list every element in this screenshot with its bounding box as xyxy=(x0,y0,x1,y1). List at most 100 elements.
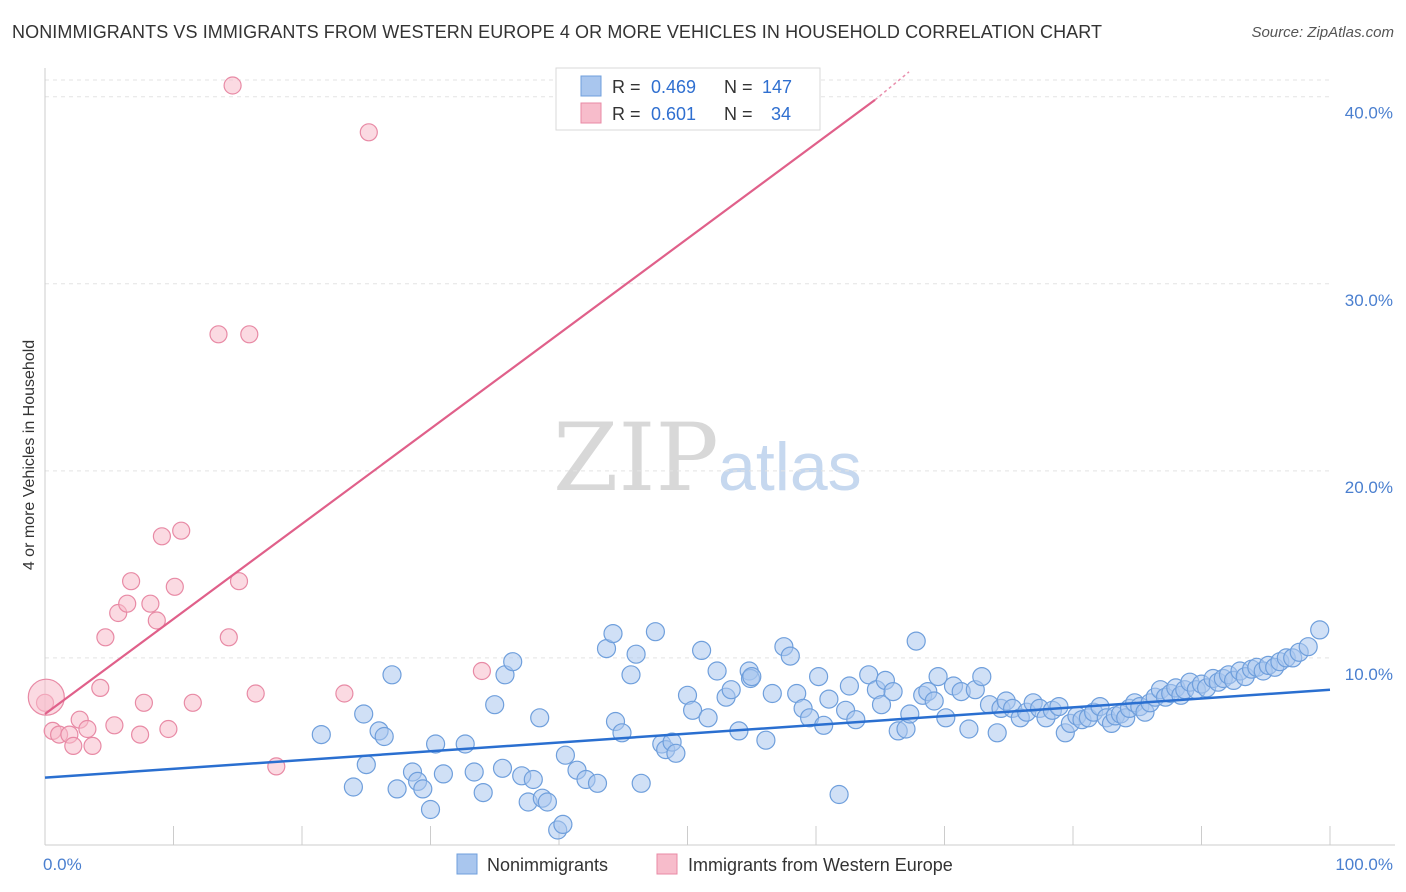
nonimmigrants-point xyxy=(906,631,926,651)
immigrants-point xyxy=(152,527,171,546)
y-axis-label: 4 or more Vehicles in Household xyxy=(21,340,38,570)
nonimmigrants-point xyxy=(343,777,363,797)
watermark-atlas: atlas xyxy=(718,429,862,505)
nonimmigrants-point xyxy=(356,754,376,775)
nonimmigrants-point xyxy=(537,792,558,812)
nonimmigrants-point xyxy=(682,700,703,720)
nonimmigrants-point xyxy=(485,695,505,715)
nonimmigrants-point xyxy=(721,680,741,700)
nonimmigrants-point xyxy=(426,734,446,754)
nonimmigrants-point xyxy=(621,665,641,685)
legend-immigrants-label: Immigrants from Western Europe xyxy=(688,855,953,875)
y-tick-label-0: 10.0% xyxy=(1345,665,1393,684)
immigrants-point xyxy=(335,684,354,703)
source-credit: Source: ZipAtlas.com xyxy=(1251,24,1394,41)
bottom-legend: Nonimmigrants Immigrants from Western Eu… xyxy=(456,853,953,875)
nonimmigrants-point xyxy=(503,652,523,672)
nonimmigrants-point xyxy=(473,782,493,803)
nonimmigrants-point xyxy=(311,724,331,745)
nonimmigrants-point xyxy=(829,784,849,805)
immigrants-point xyxy=(472,661,491,681)
nonimmigrants-point xyxy=(756,730,776,750)
y-tick-label-1: 20.0% xyxy=(1345,478,1393,497)
nonimmigrants-point xyxy=(603,623,623,644)
nonimmigrants-point xyxy=(839,676,860,696)
nonimmigrants-point xyxy=(924,691,944,711)
nonimmigrants-point xyxy=(972,666,992,687)
x-tick-labels: 0.0% 100.0% xyxy=(43,855,1393,874)
nonimmigrants-point xyxy=(691,640,712,661)
immigrants-trend-line xyxy=(44,98,876,715)
nonimmigrants-swatch xyxy=(580,75,602,97)
nonimmigrants-point xyxy=(936,708,956,728)
immigrants-point xyxy=(131,725,150,744)
stats-n-label-2: N = xyxy=(724,104,753,124)
stats-r-label-1: R = xyxy=(612,77,641,97)
immigrants-point xyxy=(223,76,242,95)
nonimmigrants-point xyxy=(492,758,513,778)
stats-n-value-2: 34 xyxy=(771,104,791,124)
nonimmigrants-point xyxy=(900,704,920,724)
nonimmigrants-point xyxy=(928,666,948,687)
nonimmigrants-point xyxy=(707,661,727,681)
nonimmigrants-point xyxy=(808,666,829,687)
chart-title: NONIMMIGRANTS VS IMMIGRANTS FROM WESTERN… xyxy=(12,22,1103,42)
immigrants-point xyxy=(83,736,102,756)
stats-r-value-1: 0.469 xyxy=(651,77,696,97)
immigrants-points xyxy=(27,76,491,776)
nonimmigrants-point xyxy=(631,773,651,793)
y-tick-labels: 10.0% 20.0% 30.0% 40.0% xyxy=(1345,104,1393,684)
immigrants-point xyxy=(165,577,184,596)
immigrants-point xyxy=(209,325,228,344)
nonimmigrants-point xyxy=(374,726,394,747)
nonimmigrants-point xyxy=(382,665,402,685)
nonimmigrants-point xyxy=(742,666,762,687)
x-tick-label-0: 0.0% xyxy=(43,855,82,874)
stats-n-value-1: 147 xyxy=(762,77,792,97)
nonimmigrants-point xyxy=(530,708,550,728)
nonimmigrants-point xyxy=(553,814,573,835)
nonimmigrants-point xyxy=(523,769,543,790)
nonimmigrants-point xyxy=(883,681,903,702)
immigrants-point xyxy=(159,719,178,739)
immigrants-point xyxy=(246,684,265,703)
nonimmigrants-point xyxy=(987,723,1007,743)
nonimmigrants-trend-line xyxy=(44,688,1331,779)
nonimmigrants-point xyxy=(780,646,800,666)
immigrants-point xyxy=(183,693,202,712)
immigrants-point xyxy=(27,678,65,716)
stats-n-label-1: N = xyxy=(724,77,753,97)
nonimmigrants-point xyxy=(420,799,441,820)
immigrants-swatch xyxy=(580,102,602,124)
nonimmigrants-point xyxy=(1298,637,1318,657)
nonimmigrants-point xyxy=(413,779,433,799)
immigrants-point xyxy=(118,594,137,613)
immigrants-point xyxy=(134,693,153,712)
nonimmigrants-point xyxy=(871,695,892,715)
immigrants-point xyxy=(91,678,110,698)
nonimmigrants-points xyxy=(311,620,1330,840)
immigrants-trend-extension xyxy=(874,71,910,101)
immigrants-point xyxy=(64,736,83,756)
watermark-zip: ZIP xyxy=(553,404,719,513)
immigrants-point xyxy=(172,521,191,540)
x-tick-label-1: 100.0% xyxy=(1335,855,1393,874)
y-tick-label-2: 30.0% xyxy=(1345,291,1393,310)
legend-nonimmigrants-label: Nonimmigrants xyxy=(487,855,608,875)
nonimmigrants-point xyxy=(1310,620,1330,640)
nonimmigrants-point xyxy=(587,773,608,793)
immigrants-point xyxy=(219,628,238,647)
immigrants-point xyxy=(229,572,249,591)
stats-r-label-2: R = xyxy=(612,104,641,124)
legend-nonimmigrants-swatch xyxy=(456,853,478,875)
nonimmigrants-point xyxy=(846,710,866,730)
stats-legend: R = 0.469 N = 147 R = 0.601 N = 34 xyxy=(555,67,821,131)
nonimmigrants-point xyxy=(645,622,666,642)
nonimmigrants-point xyxy=(959,719,979,739)
immigrants-point xyxy=(240,325,259,344)
trend-lines xyxy=(44,71,1331,779)
nonimmigrants-point xyxy=(762,683,782,704)
nonimmigrants-point xyxy=(354,704,374,724)
nonimmigrants-point xyxy=(387,779,407,799)
